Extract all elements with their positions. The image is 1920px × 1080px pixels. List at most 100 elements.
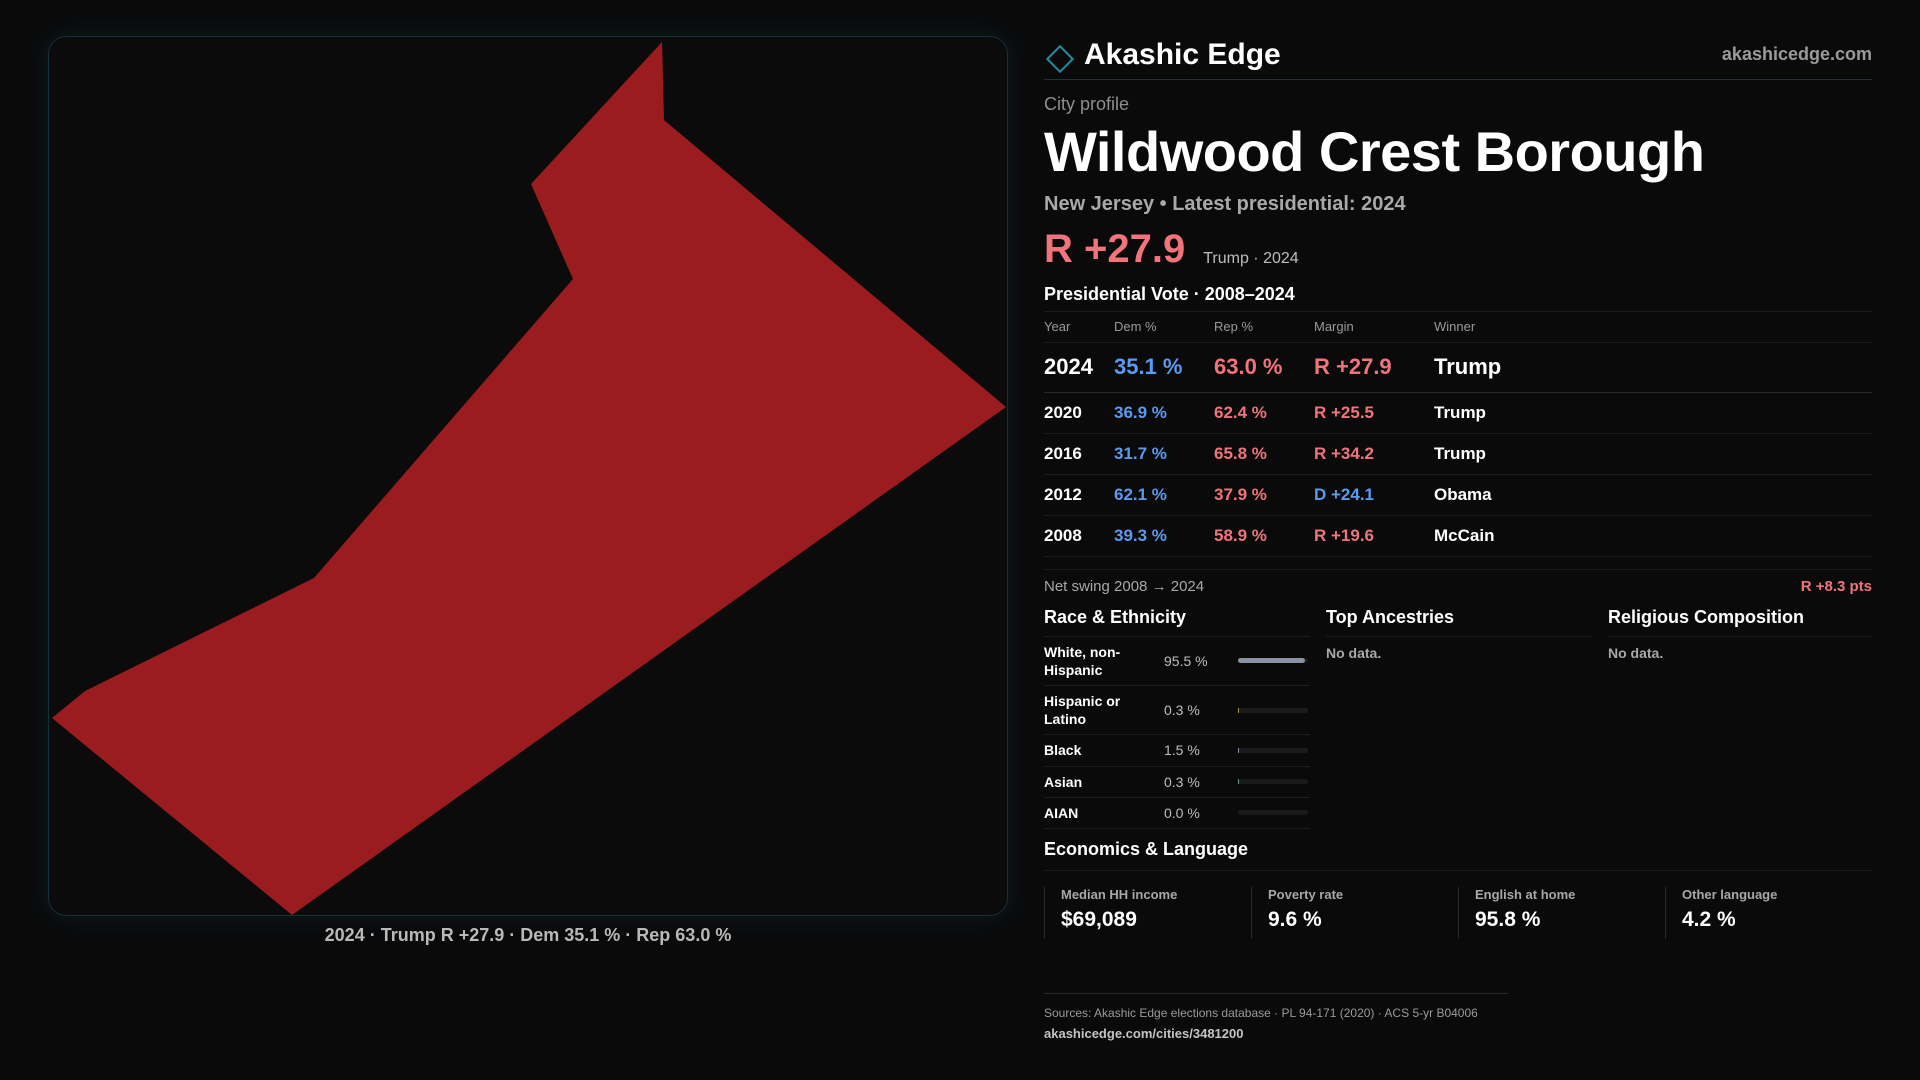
race-bar-track bbox=[1238, 658, 1308, 664]
page-kicker: City profile bbox=[1044, 94, 1130, 114]
latest-margin: R +27.9 Trump · 2024 bbox=[1044, 226, 1872, 272]
col-header-dem: Dem % bbox=[1114, 310, 1214, 343]
presidential-vote-table: Year Dem % Rep % Margin Winner 2024 35.1… bbox=[1044, 310, 1872, 557]
cell-rep: 58.9 % bbox=[1214, 515, 1314, 557]
race-bar-track bbox=[1238, 779, 1308, 785]
cell-dem: 36.9 % bbox=[1114, 392, 1214, 434]
col-header-rep: Rep % bbox=[1214, 310, 1314, 343]
stat-other-language: Other language 4.2 % bbox=[1665, 886, 1872, 939]
stat-label: English at home bbox=[1475, 886, 1576, 902]
race-row: Asian 0.3 % bbox=[1044, 767, 1310, 798]
stat-value: 9.6 % bbox=[1268, 907, 1322, 931]
sources-footer: Sources: Akashic Edge elections database… bbox=[1044, 992, 1508, 1041]
col-header-margin: Margin bbox=[1314, 310, 1434, 343]
cell-dem: 62.1 % bbox=[1114, 474, 1214, 516]
table-row: 2024 35.1 % 63.0 % R +27.9 Trump bbox=[1044, 342, 1872, 393]
table-row: 2020 36.9 % 62.4 % R +25.5 Trump bbox=[1044, 392, 1872, 434]
race-label: Hispanic or Latino bbox=[1044, 692, 1121, 728]
cell-dem: 35.1 % bbox=[1114, 342, 1214, 393]
latest-margin-value: R +27.9 bbox=[1044, 226, 1186, 271]
cell-year: 2016 bbox=[1044, 433, 1114, 475]
cell-winner: Trump bbox=[1434, 433, 1872, 475]
profile-panel: Akashic Edge akashicedge.com City profil… bbox=[1044, 30, 1872, 1041]
race-title: Race & Ethnicity bbox=[1044, 607, 1310, 637]
ancestries-empty: No data. bbox=[1326, 644, 1382, 661]
religion-panel: Religious Composition No data. bbox=[1608, 607, 1872, 829]
race-bar-track bbox=[1238, 810, 1308, 816]
cell-dem: 39.3 % bbox=[1114, 515, 1214, 557]
race-value: 95.5 % bbox=[1164, 652, 1208, 669]
race-row: AIAN 0.0 % bbox=[1044, 798, 1310, 829]
religion-empty: No data. bbox=[1608, 644, 1664, 661]
cell-year: 2012 bbox=[1044, 474, 1114, 516]
map-panel[interactable] bbox=[48, 36, 1008, 916]
table-row: 2016 31.7 % 65.8 % R +34.2 Trump bbox=[1044, 433, 1872, 475]
race-bar-fill bbox=[1238, 707, 1240, 713]
ancestries-title: Top Ancestries bbox=[1326, 607, 1592, 637]
cell-year: 2024 bbox=[1044, 342, 1114, 393]
cell-rep: 37.9 % bbox=[1214, 474, 1314, 516]
cell-margin: R +19.6 bbox=[1314, 515, 1434, 557]
map-caption: 2024 · Trump R +27.9 · Dem 35.1 % · Rep … bbox=[324, 925, 732, 945]
cell-winner: Obama bbox=[1434, 474, 1872, 516]
cell-winner: McCain bbox=[1434, 515, 1872, 557]
sources-text: Sources: Akashic Edge elections database… bbox=[1044, 1005, 1478, 1020]
ancestries-panel: Top Ancestries No data. bbox=[1326, 607, 1592, 829]
city-boundary-shape[interactable] bbox=[52, 42, 1006, 915]
cell-margin: R +27.9 bbox=[1314, 342, 1434, 393]
net-swing: Net swing 2008 → 2024 R +8.3 pts bbox=[1044, 568, 1872, 595]
stat-label: Median HH income bbox=[1061, 886, 1178, 902]
race-label: Black bbox=[1044, 742, 1082, 759]
race-value: 0.3 % bbox=[1164, 773, 1200, 790]
race-label: Asian bbox=[1044, 773, 1083, 790]
cell-winner: Trump bbox=[1434, 342, 1872, 393]
brand-name: Akashic Edge bbox=[1084, 37, 1281, 71]
stat-value: $69,089 bbox=[1061, 907, 1137, 931]
page-subtitle: New Jersey • Latest presidential: 2024 bbox=[1044, 192, 1406, 215]
race-ethnicity-panel: Race & Ethnicity White, non-Hispanic 95.… bbox=[1044, 607, 1310, 829]
economics-stats: Median HH income $69,089 Poverty rate 9.… bbox=[1044, 886, 1872, 939]
race-value: 0.3 % bbox=[1164, 702, 1200, 719]
site-domain-link[interactable]: akashicedge.com bbox=[1721, 44, 1872, 64]
cell-margin: R +25.5 bbox=[1314, 392, 1434, 434]
economics-title: Economics & Language bbox=[1044, 839, 1872, 871]
race-label: White, non-Hispanic bbox=[1044, 643, 1121, 678]
religion-title: Religious Composition bbox=[1608, 607, 1872, 637]
cell-rep: 63.0 % bbox=[1214, 342, 1314, 393]
race-value: 1.5 % bbox=[1164, 742, 1200, 759]
brand[interactable]: Akashic Edge bbox=[1044, 37, 1281, 73]
stat-label: Poverty rate bbox=[1268, 886, 1344, 902]
stat-english-at-home: English at home 95.8 % bbox=[1458, 886, 1665, 939]
table-row: 2008 39.3 % 58.9 % R +19.6 McCain bbox=[1044, 515, 1872, 557]
demographics-section: Race & Ethnicity White, non-Hispanic 95.… bbox=[1044, 607, 1872, 829]
table-header-row: Year Dem % Rep % Margin Winner bbox=[1044, 310, 1872, 343]
net-swing-label: Net swing 2008 → 2024 bbox=[1044, 577, 1205, 595]
cell-margin: R +34.2 bbox=[1314, 433, 1434, 475]
cell-year: 2020 bbox=[1044, 392, 1114, 434]
latest-margin-note: Trump · 2024 bbox=[1203, 249, 1299, 267]
race-bar-track bbox=[1238, 747, 1308, 753]
stat-label: Other language bbox=[1682, 886, 1778, 902]
page-url-link[interactable]: akashicedge.com/cities/3481200 bbox=[1044, 1025, 1244, 1041]
table-row: 2012 62.1 % 37.9 % D +24.1 Obama bbox=[1044, 474, 1872, 516]
page-title: Wildwood Crest Borough bbox=[1044, 120, 1705, 183]
col-header-winner: Winner bbox=[1434, 310, 1872, 343]
cell-rep: 62.4 % bbox=[1214, 392, 1314, 434]
stat-median-income: Median HH income $69,089 bbox=[1044, 886, 1251, 939]
stat-value: 4.2 % bbox=[1682, 907, 1736, 931]
cell-winner: Trump bbox=[1434, 392, 1872, 434]
race-bar-fill bbox=[1238, 747, 1240, 753]
race-bar-track bbox=[1238, 707, 1308, 713]
site-header: Akashic Edge akashicedge.com bbox=[1044, 30, 1872, 80]
race-value: 0.0 % bbox=[1164, 804, 1200, 821]
stat-value: 95.8 % bbox=[1475, 907, 1541, 931]
city-boundary-map bbox=[52, 42, 1006, 915]
net-swing-value: R +8.3 pts bbox=[1800, 577, 1872, 595]
race-bar-fill bbox=[1238, 779, 1240, 785]
race-row: Black 1.5 % bbox=[1044, 735, 1310, 767]
cell-margin: D +24.1 bbox=[1314, 474, 1434, 516]
stat-poverty-rate: Poverty rate 9.6 % bbox=[1251, 886, 1458, 939]
diamond-icon bbox=[1045, 44, 1075, 73]
race-label: AIAN bbox=[1044, 804, 1079, 821]
cell-year: 2008 bbox=[1044, 515, 1114, 557]
